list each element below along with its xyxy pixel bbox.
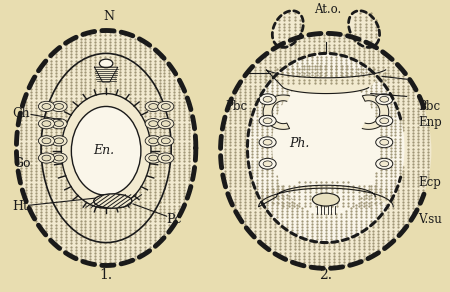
Ellipse shape xyxy=(149,104,158,109)
Text: N: N xyxy=(103,10,114,23)
Ellipse shape xyxy=(248,53,405,243)
Ellipse shape xyxy=(259,115,276,126)
Ellipse shape xyxy=(263,161,272,167)
Ellipse shape xyxy=(54,121,63,126)
Text: V.su: V.su xyxy=(418,213,441,226)
Ellipse shape xyxy=(38,136,54,146)
Text: Enp: Enp xyxy=(418,116,441,129)
Ellipse shape xyxy=(42,104,51,109)
Ellipse shape xyxy=(38,153,54,163)
Text: 1.: 1. xyxy=(99,268,112,282)
Ellipse shape xyxy=(220,33,432,268)
Ellipse shape xyxy=(259,137,276,148)
Ellipse shape xyxy=(158,101,174,112)
Ellipse shape xyxy=(72,107,141,195)
Ellipse shape xyxy=(272,76,380,214)
Ellipse shape xyxy=(149,121,158,126)
Text: At.o.: At.o. xyxy=(315,3,342,16)
Text: Go: Go xyxy=(13,157,31,170)
Ellipse shape xyxy=(380,96,389,102)
Ellipse shape xyxy=(263,139,272,145)
Text: Pbc: Pbc xyxy=(225,100,247,113)
Ellipse shape xyxy=(312,193,339,206)
Text: 2.: 2. xyxy=(320,268,333,282)
Ellipse shape xyxy=(38,119,54,129)
Ellipse shape xyxy=(51,136,67,146)
Ellipse shape xyxy=(51,101,67,112)
Ellipse shape xyxy=(94,194,132,208)
Ellipse shape xyxy=(54,104,63,109)
Ellipse shape xyxy=(145,153,161,163)
Ellipse shape xyxy=(376,115,393,126)
Text: Ht: Ht xyxy=(12,200,28,213)
Ellipse shape xyxy=(42,121,51,126)
Ellipse shape xyxy=(42,155,51,161)
Text: Ph.: Ph. xyxy=(289,137,309,150)
Ellipse shape xyxy=(99,59,113,68)
Ellipse shape xyxy=(54,138,63,144)
Ellipse shape xyxy=(376,94,393,105)
Ellipse shape xyxy=(54,155,63,161)
Ellipse shape xyxy=(42,138,51,144)
Ellipse shape xyxy=(161,121,170,126)
Ellipse shape xyxy=(272,11,303,47)
Ellipse shape xyxy=(158,136,174,146)
Ellipse shape xyxy=(380,118,389,124)
Ellipse shape xyxy=(51,153,67,163)
Ellipse shape xyxy=(145,101,161,112)
Ellipse shape xyxy=(158,119,174,129)
Polygon shape xyxy=(94,67,118,82)
Ellipse shape xyxy=(38,101,54,112)
Ellipse shape xyxy=(61,93,151,208)
Polygon shape xyxy=(259,185,393,207)
Ellipse shape xyxy=(145,136,161,146)
Ellipse shape xyxy=(149,138,158,144)
Text: Pbc: Pbc xyxy=(418,100,440,113)
Ellipse shape xyxy=(145,119,161,129)
Text: Pc: Pc xyxy=(166,213,182,226)
Polygon shape xyxy=(266,70,386,93)
Ellipse shape xyxy=(376,137,393,148)
Ellipse shape xyxy=(380,139,389,145)
Ellipse shape xyxy=(263,96,272,102)
Ellipse shape xyxy=(161,138,170,144)
Text: En.: En. xyxy=(93,144,114,157)
Ellipse shape xyxy=(158,153,174,163)
Ellipse shape xyxy=(16,30,196,265)
Ellipse shape xyxy=(149,155,158,161)
Ellipse shape xyxy=(380,161,389,167)
Ellipse shape xyxy=(161,155,170,161)
Text: Ecp: Ecp xyxy=(418,176,441,189)
Ellipse shape xyxy=(349,11,379,47)
Polygon shape xyxy=(362,95,389,129)
Polygon shape xyxy=(263,95,289,129)
Ellipse shape xyxy=(263,118,272,124)
Ellipse shape xyxy=(51,119,67,129)
Text: Ch: Ch xyxy=(12,107,30,120)
Ellipse shape xyxy=(259,94,276,105)
Ellipse shape xyxy=(161,104,170,109)
Ellipse shape xyxy=(259,158,276,169)
Ellipse shape xyxy=(376,158,393,169)
